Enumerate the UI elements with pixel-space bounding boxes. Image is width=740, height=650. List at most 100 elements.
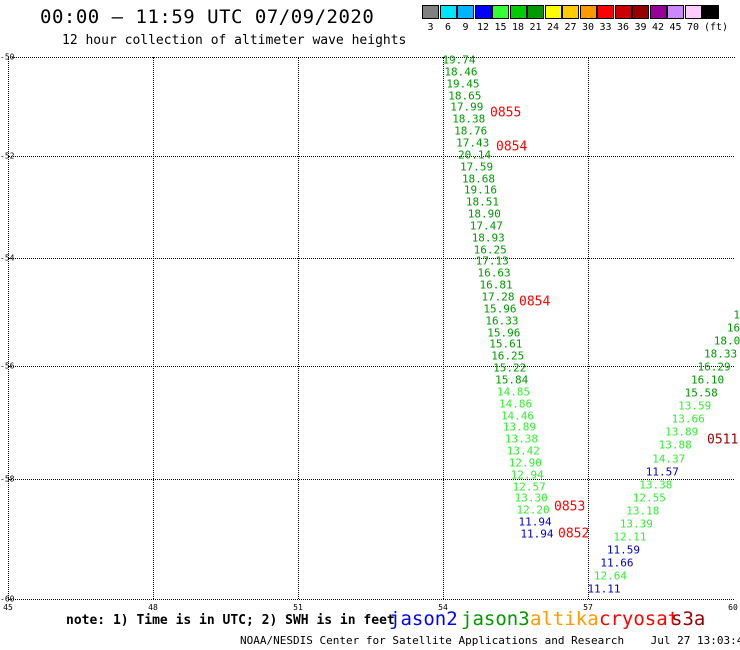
legend-swatch xyxy=(597,5,614,19)
wave-height-value: 18.38 xyxy=(452,112,486,126)
wave-height-value: 16.25 xyxy=(491,349,525,363)
legend-swatch xyxy=(544,5,562,19)
satellite-name: jason2 xyxy=(389,608,458,630)
wave-height-value: 14.86 xyxy=(498,397,533,411)
y-tick-label: -58 xyxy=(0,474,15,484)
horizontal-gridline xyxy=(8,599,734,600)
legend-swatch xyxy=(649,5,667,19)
wave-height-value: 18.68 xyxy=(461,172,496,185)
wave-height-value: 11.66 xyxy=(600,556,634,570)
wave-height-value: 13.89 xyxy=(502,420,536,434)
horizontal-gridline xyxy=(8,366,734,367)
satellite-name: altika xyxy=(530,608,599,630)
wave-height-value: 18.46 xyxy=(444,65,478,79)
vertical-gridline xyxy=(443,57,444,599)
revolution-number: 0854 xyxy=(496,139,528,155)
wave-height-value: 11.94 xyxy=(518,515,552,529)
wave-height-value: 17.43 xyxy=(456,136,490,150)
wave-height-value: 19.45 xyxy=(446,77,480,91)
wave-height-value: 17.13 xyxy=(475,254,509,268)
wave-height-value: 15.58 xyxy=(684,386,718,400)
legend-swatch xyxy=(422,5,439,19)
wave-height-value: 14.85 xyxy=(497,385,531,399)
wave-height-value: 16.29 xyxy=(697,360,731,374)
wave-height-value: 11.59 xyxy=(606,543,640,557)
wave-height-value: 14.46 xyxy=(500,409,535,422)
wave-height-value: 13.42 xyxy=(506,444,540,458)
vertical-gridline xyxy=(298,57,299,599)
horizontal-gridline xyxy=(8,156,734,157)
legend-value: 12 xyxy=(476,22,490,33)
legend-value: 24 xyxy=(546,22,560,33)
wave-height-value: 18.76 xyxy=(454,124,488,138)
legend-value: 70 xyxy=(686,22,700,33)
vertical-gridline xyxy=(153,57,154,599)
y-tick-label: -54 xyxy=(0,253,15,263)
legend-value: 27 xyxy=(564,22,577,33)
legend-swatch xyxy=(457,5,474,19)
wave-height-value: 13.66 xyxy=(671,412,705,426)
legend-swatch xyxy=(509,5,527,19)
wave-height-value: 16.63 xyxy=(477,266,511,280)
legend-value: 30 xyxy=(581,22,595,33)
wave-height-value: 11.11 xyxy=(587,582,621,596)
wave-height-value: 18.65 xyxy=(448,89,482,103)
legend-swatch xyxy=(527,5,544,19)
x-tick-label: 54 xyxy=(438,603,448,612)
revolution-number: 0511 xyxy=(707,432,739,448)
wave-height-value: 20.14 xyxy=(458,148,492,162)
wave-height-value: 18.33 xyxy=(704,347,738,361)
x-tick-label: 57 xyxy=(583,603,593,612)
wave-height-value: 17.59 xyxy=(459,160,494,174)
revolution-number: 0853 xyxy=(554,499,586,515)
legend-swatch xyxy=(579,5,597,19)
map-plot-area xyxy=(8,57,735,600)
note-text: note: 1) Time is in UTC; 2) SWH is in fe… xyxy=(66,613,395,628)
legend-unit: (ft) xyxy=(704,22,729,33)
legend-swatch xyxy=(667,5,684,19)
wave-height-value: 16.33 xyxy=(485,314,519,328)
wave-height-value: 19.74 xyxy=(442,53,476,67)
x-tick-label: 51 xyxy=(293,603,303,612)
wave-height-value: 18.90 xyxy=(467,207,501,221)
y-tick-label: -56 xyxy=(0,361,15,371)
vertical-gridline xyxy=(588,57,589,599)
x-tick-label: 60 xyxy=(728,603,738,612)
wave-height-value: 14.37 xyxy=(652,452,686,466)
revolution-number: 0854 xyxy=(519,294,551,310)
wave-height-value: 18.51 xyxy=(465,195,499,209)
wave-height-value: 12.55 xyxy=(632,491,666,505)
legend-value: 3 xyxy=(427,22,434,33)
satellite-name: s3a xyxy=(671,608,706,630)
wave-height-value: 18.0 xyxy=(713,334,740,348)
footer-credit: NOAA/NESDIS Center for Satellite Applica… xyxy=(240,634,740,647)
wave-height-value: 11.94 xyxy=(520,527,554,541)
wave-height-value: 17 xyxy=(733,308,740,322)
satellite-name: cryosat xyxy=(599,608,680,630)
wave-height-value: 13.38 xyxy=(639,478,673,492)
wave-height-value: 19.16 xyxy=(463,183,497,197)
wave-height-value: 17.99 xyxy=(450,100,484,114)
y-tick-label: -52 xyxy=(0,151,15,161)
legend-swatch xyxy=(562,5,579,19)
horizontal-gridline xyxy=(8,479,734,480)
wave-height-value: 12.94 xyxy=(510,468,544,482)
page-title: 00:00 – 11:59 UTC 07/09/2020 xyxy=(40,6,375,28)
legend-value: 45 xyxy=(669,22,682,33)
wave-height-value: 12.64 xyxy=(593,569,628,583)
legend-value: 6 xyxy=(444,22,452,33)
wave-height-value: 13.18 xyxy=(626,504,660,518)
legend-value: 42 xyxy=(651,22,665,33)
wave-height-value: 15.96 xyxy=(487,326,521,340)
wave-height-value: 12.57 xyxy=(512,480,546,494)
revolution-number: 0855 xyxy=(490,105,522,121)
legend-value: 21 xyxy=(529,22,542,33)
wave-height-value: 12.90 xyxy=(508,456,542,470)
legend-value: 39 xyxy=(634,22,647,33)
wave-height-value: 15.96 xyxy=(483,302,517,316)
legend-value: 9 xyxy=(462,22,469,33)
legend-swatch xyxy=(632,5,649,19)
y-tick-label: -50 xyxy=(0,52,15,62)
legend-value: 18 xyxy=(511,22,525,33)
